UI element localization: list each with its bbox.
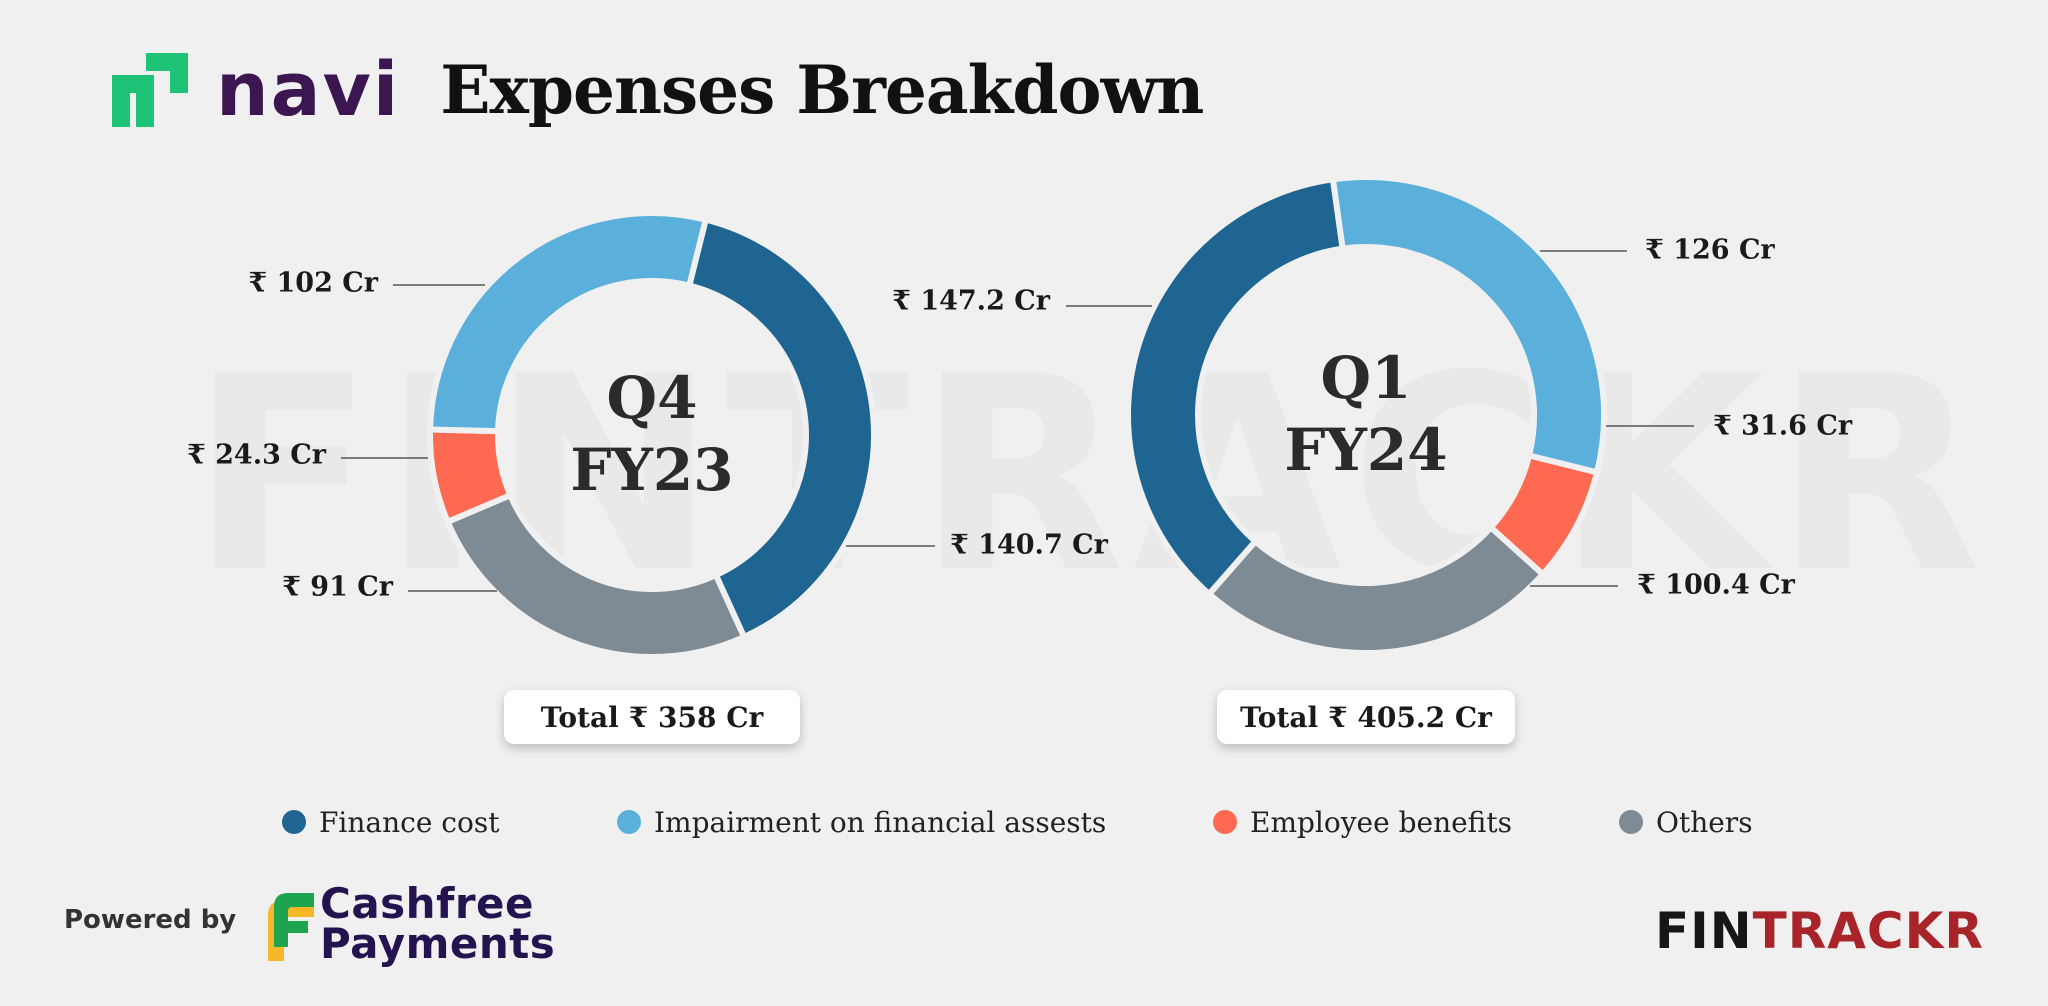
donut-chart-q1-fy24: ₹ 147.2 Cr ₹ 126 Cr ₹ 31.6 Cr ₹ 100.4 Cr Q1F… [892,174,1853,656]
data-label-finance-cost: ₹ 140.7 Cr [950,530,1109,561]
donut-slice-others [443,491,749,660]
fintrackr-trackr: TRACKR [1752,902,1984,960]
cashfree-line1: Cashfree [320,879,535,928]
navi-logo: navi [112,53,400,127]
donut-slice-others [1204,523,1548,656]
data-label-others: ₹ 91 Cr [282,572,394,603]
total-label: Total [540,700,619,734]
page-title: Expenses Breakdown [440,51,1204,129]
total-badge-q4-fy23: Total ₹ 358 Cr [504,690,800,744]
fintrackr-fin: FIN [1655,902,1753,960]
powered-by-label: Powered by [64,905,237,935]
total-badge-q1-fy24: Total ₹ 405.2 Cr [1217,690,1515,744]
donut-slice-finance-cost [685,215,877,641]
center-label-line-1: Q4 [607,364,698,432]
legend-swatch [1213,810,1237,834]
legend-label: Impairment on financial assests [654,805,1107,839]
legend-item-finance-cost: Finance cost [282,805,500,839]
legend-swatch [282,810,306,834]
data-label-employee-benefits: ₹ 24.3 Cr [187,440,327,471]
cashfree-logo: Cashfree Payments [258,879,556,968]
legend-item-impairment: Impairment on financial assests [617,805,1107,839]
data-label-impairment: ₹ 102 Cr [248,268,378,299]
data-label-impairment: ₹ 126 Cr [1645,235,1775,266]
donut-slice-finance-cost [1125,175,1347,599]
data-label-employee-benefits: ₹ 31.6 Cr [1713,411,1853,442]
cashfree-mark-icon [268,893,314,961]
total-value: ₹ 405.2 Cr [1328,700,1492,734]
donut-slice-impairment [1329,174,1607,476]
legend-label: Finance cost [319,805,500,839]
header: navi Expenses Breakdown [112,40,1204,140]
navi-arrow-icon [112,53,188,127]
center-label-line-2: FY23 [570,436,733,504]
legend-swatch [1619,810,1643,834]
data-label-finance-cost: ₹ 147.2 Cr [892,286,1051,317]
legend-swatch [617,810,641,834]
cashfree-wordmark: Cashfree Payments [320,879,556,968]
fintrackr-logo: FINTRACKR [1655,906,1984,956]
data-label-others: ₹ 100.4 Cr [1637,570,1796,601]
center-label-line-1: Q1 [1321,344,1412,412]
legend-item-employee-benefits: Employee benefits [1213,805,1512,839]
center-label-line-2: FY24 [1284,416,1447,484]
total-label: Total [1240,700,1319,734]
legend-label: Others [1656,805,1753,839]
navi-wordmark: navi [216,47,401,133]
total-value: ₹ 358 Cr [628,700,764,734]
legend-label: Employee benefits [1250,805,1512,839]
legend-item-others: Others [1619,805,1753,839]
cashfree-line2: Payments [320,919,556,968]
donut-slice-impairment [426,210,710,435]
